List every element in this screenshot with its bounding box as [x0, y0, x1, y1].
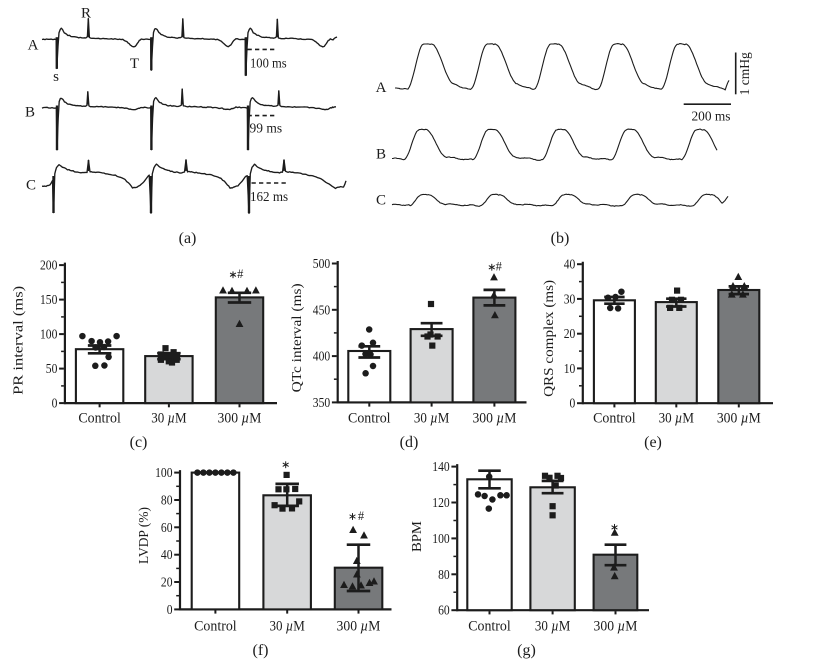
- svg-text:30 µM: 30 µM: [535, 619, 570, 635]
- svg-text:s: s: [53, 69, 59, 85]
- svg-text:60: 60: [438, 603, 450, 618]
- svg-text:200: 200: [40, 258, 58, 273]
- svg-text:300 µM: 300 µM: [717, 411, 761, 427]
- svg-text:140: 140: [432, 459, 450, 474]
- svg-text:30 µM: 30 µM: [151, 411, 186, 427]
- svg-text:162 ms: 162 ms: [250, 189, 288, 204]
- svg-text:80: 80: [438, 567, 450, 582]
- svg-text:BPM: BPM: [410, 520, 425, 552]
- svg-text:#: #: [496, 260, 503, 274]
- svg-text:200 ms: 200 ms: [692, 109, 731, 124]
- svg-text:PR interval (ms): PR interval (ms): [12, 286, 27, 395]
- svg-text:100: 100: [40, 327, 58, 342]
- svg-text:30: 30: [564, 291, 576, 306]
- svg-text:100: 100: [432, 531, 450, 546]
- svg-text:QRS complex (ms): QRS complex (ms): [542, 280, 557, 397]
- svg-text:300 µM: 300 µM: [218, 411, 262, 427]
- svg-text:400: 400: [313, 349, 331, 364]
- svg-text:(g): (g): [517, 642, 536, 659]
- svg-text:50: 50: [46, 361, 58, 376]
- svg-text:20: 20: [161, 575, 173, 590]
- svg-text:60: 60: [161, 520, 173, 535]
- svg-text:0: 0: [52, 396, 58, 411]
- svg-text:0: 0: [167, 602, 173, 617]
- svg-text:A: A: [376, 80, 387, 96]
- svg-text:30 µM: 30 µM: [659, 411, 694, 427]
- svg-text:Control: Control: [348, 411, 391, 427]
- svg-text:300 µM: 300 µM: [594, 619, 638, 635]
- svg-text:450: 450: [313, 302, 331, 317]
- svg-text:Control: Control: [78, 411, 121, 427]
- svg-text:(d): (d): [400, 434, 419, 451]
- svg-text:(a): (a): [179, 230, 197, 247]
- svg-text:150: 150: [40, 292, 58, 307]
- svg-text:QTc interval (ms): QTc interval (ms): [290, 283, 305, 392]
- svg-text:1 cmHg: 1 cmHg: [737, 52, 752, 95]
- svg-text:Control: Control: [468, 619, 511, 635]
- svg-text:350: 350: [313, 395, 331, 410]
- svg-text:(e): (e): [644, 434, 662, 451]
- svg-text:100: 100: [155, 465, 173, 480]
- svg-text:120: 120: [432, 495, 450, 510]
- svg-text:30 µM: 30 µM: [270, 619, 305, 635]
- svg-text:#: #: [358, 509, 365, 523]
- svg-text:T: T: [130, 56, 139, 72]
- svg-text:0: 0: [570, 396, 576, 411]
- svg-text:100 ms: 100 ms: [250, 55, 287, 70]
- svg-text:(f): (f): [253, 642, 269, 659]
- svg-text:(b): (b): [551, 230, 570, 247]
- svg-text:40: 40: [564, 257, 576, 272]
- svg-text:40: 40: [161, 547, 173, 562]
- svg-text:30 µM: 30 µM: [414, 411, 449, 427]
- svg-text:10: 10: [564, 361, 576, 376]
- svg-text:B: B: [25, 105, 35, 121]
- svg-text:Control: Control: [194, 619, 237, 635]
- svg-text:300 µM: 300 µM: [472, 411, 516, 427]
- svg-text:C: C: [26, 178, 36, 194]
- svg-text:Control: Control: [593, 411, 636, 427]
- svg-text:R: R: [81, 6, 91, 22]
- svg-text:80: 80: [161, 492, 173, 507]
- svg-text:(c): (c): [130, 434, 148, 451]
- svg-text:20: 20: [564, 326, 576, 341]
- svg-text:99 ms: 99 ms: [250, 120, 283, 135]
- svg-text:A: A: [28, 38, 39, 54]
- svg-text:LVDP (%): LVDP (%): [137, 507, 152, 564]
- svg-text:#: #: [237, 267, 244, 281]
- svg-text:300 µM: 300 µM: [337, 619, 381, 635]
- svg-text:C: C: [376, 193, 386, 209]
- svg-text:B: B: [376, 147, 386, 163]
- svg-text:500: 500: [313, 256, 331, 271]
